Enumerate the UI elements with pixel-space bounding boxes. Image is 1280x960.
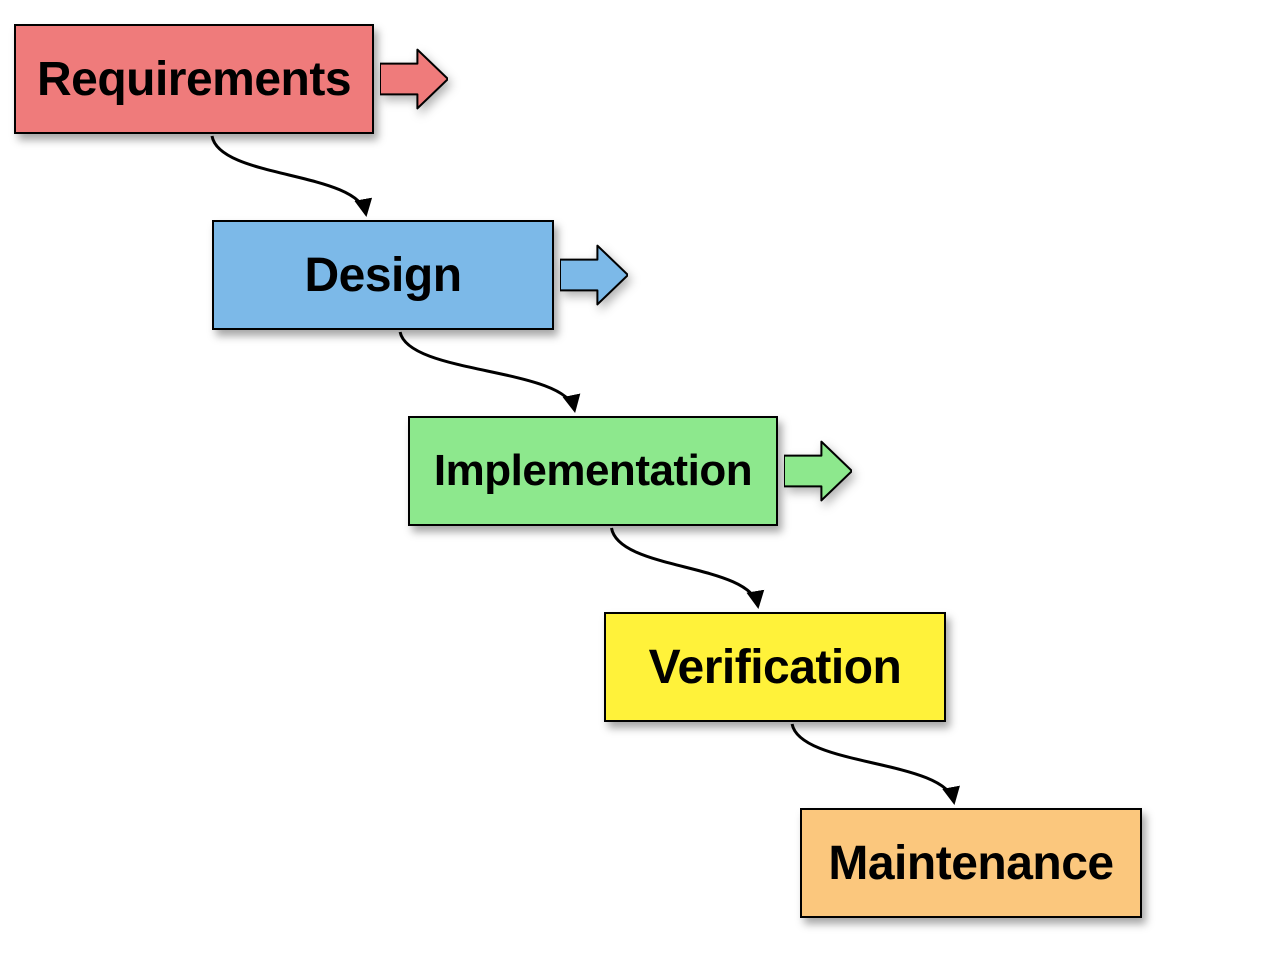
side-arrow-icon — [784, 436, 852, 511]
stage-requirements: Requirements — [14, 24, 374, 134]
stage-implementation: Implementation — [408, 416, 778, 526]
connector-arrow — [400, 332, 574, 410]
stage-label: Design — [304, 248, 461, 303]
stage-verification: Verification — [604, 612, 946, 722]
connector-arrow — [792, 724, 954, 802]
waterfall-diagram: Requirements Design Implementation Verif… — [0, 0, 1280, 960]
stage-label: Maintenance — [828, 836, 1113, 891]
stage-label: Requirements — [37, 52, 351, 107]
stage-maintenance: Maintenance — [800, 808, 1142, 918]
stage-design: Design — [212, 220, 554, 330]
connector-arrow — [212, 136, 366, 214]
stage-label: Verification — [649, 640, 902, 695]
stage-label: Implementation — [434, 446, 752, 496]
side-arrow-icon — [560, 240, 628, 315]
side-arrow-icon — [380, 44, 448, 119]
connector-arrow — [612, 528, 758, 606]
